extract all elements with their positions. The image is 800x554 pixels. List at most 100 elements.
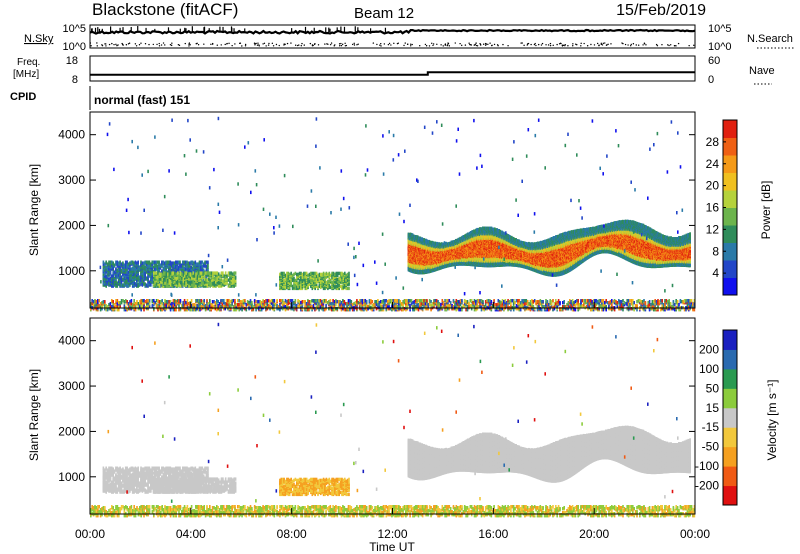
frequency-panel: 18 8 60 0 Freq. [MHz] Nave [13, 55, 775, 86]
scatter-cell [128, 262, 130, 265]
scatter-cell [114, 270, 116, 273]
scatter-cell [131, 267, 133, 270]
scatter-cell [167, 261, 169, 264]
scatter-cell [115, 274, 117, 277]
scatter-cell [105, 284, 107, 287]
scatter-cell [172, 261, 174, 264]
scatter-cell [118, 261, 120, 264]
scatter-cell [119, 261, 121, 264]
noise-sky-trace [90, 26, 695, 33]
scatter-cell [149, 280, 151, 283]
scatter-cell [171, 264, 173, 267]
scatter-cell [111, 284, 113, 287]
scatter-cell [158, 261, 160, 264]
scatter-cell [121, 278, 123, 281]
scatter-cell [136, 261, 138, 264]
scatter-cell [115, 267, 117, 270]
scatter-cell [108, 261, 110, 264]
scatter-cell [151, 279, 153, 282]
scatter-cell [154, 267, 156, 270]
scatter-cell [147, 282, 149, 285]
scatter-cell [139, 265, 141, 268]
scatter-cell [171, 261, 173, 264]
scatter-cell [105, 261, 107, 264]
scatter-cell [151, 267, 153, 270]
scatter-cell [121, 268, 123, 271]
nave-tick-bottom: 0 [708, 74, 714, 86]
scatter-cell [105, 265, 107, 268]
noise-search-trace [90, 42, 695, 46]
scatter-cell [142, 282, 144, 285]
scatter-cell [137, 275, 139, 278]
scatter-cell [122, 261, 124, 264]
scatter-cell [156, 261, 158, 264]
scatter-cell [126, 261, 128, 264]
scatter-cell [122, 272, 124, 275]
scatter-cell [124, 263, 126, 266]
nave-label: Nave [749, 65, 775, 77]
scatter-cell [117, 281, 119, 284]
scatter-cell [111, 274, 113, 277]
scatter-cell [143, 261, 145, 264]
scatter-cell [129, 277, 131, 280]
scatter-cell [136, 270, 138, 273]
scatter-cell [146, 276, 148, 279]
scatter-cell [151, 272, 153, 275]
scatter-cell [151, 261, 153, 264]
scatter-cell [146, 283, 148, 286]
scatter-cell [121, 283, 123, 286]
noise-tick-bottom-right: 10^0 [708, 41, 732, 53]
beam-title: Beam 12 [354, 5, 414, 22]
scatter-cell [129, 274, 131, 277]
scatter-cell [157, 264, 159, 267]
noise-panel: 10^5 10^0 10^5 10^0 N.Sky N.Search [24, 23, 795, 53]
scatter-cell [164, 265, 166, 268]
cpid-value: normal (fast) 151 [94, 93, 190, 107]
scatter-cell [103, 268, 105, 271]
scatter-cell [108, 271, 110, 274]
scatter-cell [171, 268, 173, 271]
freq-units-label: [MHz] [13, 69, 39, 80]
scatter-cell [111, 261, 113, 264]
scatter-cell [103, 261, 105, 264]
scatter-cell [147, 261, 149, 264]
scatter-cell [165, 261, 167, 264]
scatter-cell [129, 267, 131, 270]
cpid-label: CPID [10, 91, 36, 103]
scatter-cell [131, 276, 133, 279]
scatter-cell [156, 263, 158, 266]
noise-tick-bottom-left: 10^0 [62, 41, 86, 53]
scatter-cell [147, 264, 149, 267]
scatter-cell [128, 270, 130, 273]
scatter-cell [135, 261, 137, 264]
scatter-cell [144, 261, 146, 264]
scatter-cell [117, 284, 119, 287]
scatter-cell [170, 261, 172, 264]
scatter-cell [160, 263, 162, 266]
frequency-trace [90, 72, 695, 75]
scatter-cell [117, 261, 119, 264]
nsky-label: N.Sky [24, 33, 54, 45]
scatter-cell [142, 261, 144, 264]
scatter-cell [115, 284, 117, 287]
scatter-cell [125, 279, 127, 282]
cpid-strip: CPID normal (fast) 151 [10, 86, 190, 110]
power-scatter [90, 117, 695, 312]
station-title: Blackstone (fitACF) [92, 0, 238, 19]
scatter-cell [161, 269, 163, 272]
date-title: 15/Feb/2019 [616, 2, 706, 19]
scatter-cell [137, 261, 139, 264]
scatter-cell [139, 275, 141, 278]
scatter-cell [151, 275, 153, 278]
scatter-cell [144, 265, 146, 268]
scatter-cell [126, 270, 128, 273]
scatter-cell [144, 282, 146, 285]
scatter-cell [108, 281, 110, 284]
scatter-cell [114, 276, 116, 279]
scatter-cell [115, 261, 117, 264]
scatter-cell [126, 264, 128, 267]
scatter-cell [122, 283, 124, 286]
scatter-cell [111, 278, 113, 281]
scatter-cell [146, 270, 148, 273]
scatter-cell [124, 282, 126, 285]
